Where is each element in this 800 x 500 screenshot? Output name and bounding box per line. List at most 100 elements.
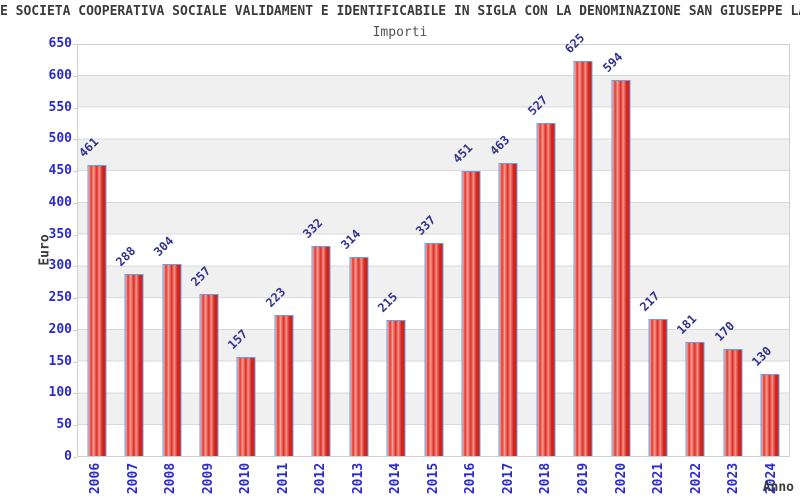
x-slot-2010: 2010	[227, 459, 265, 497]
bar-2010	[236, 356, 256, 456]
bar-value-label: 181	[674, 311, 700, 337]
y-tick-label: 0	[64, 449, 72, 464]
bar-2009	[199, 293, 219, 456]
x-slot-2011: 2011	[265, 459, 303, 497]
y-tick-label: 50	[56, 417, 72, 433]
x-slot-2014: 2014	[377, 459, 415, 497]
bar-slot-2006: 461	[75, 45, 115, 456]
x-tick-label: 2023	[726, 462, 742, 494]
y-axis-title: Euro	[37, 234, 53, 266]
bar-slot-2008: 304	[151, 45, 190, 456]
bar-value-label: 527	[524, 92, 551, 118]
y-tick-label: 600	[48, 67, 72, 83]
x-tick-label: 2020	[613, 462, 629, 494]
bar-2016	[461, 170, 481, 456]
y-tick-label: 350	[48, 226, 72, 242]
x-tick-label: 2008	[163, 462, 179, 494]
y-tick-label: 550	[48, 99, 72, 115]
y-tick-label: 200	[48, 321, 72, 337]
y-tick-label: 250	[48, 290, 72, 306]
x-tick-label: 2009	[200, 462, 216, 494]
bar-2017	[498, 163, 518, 456]
x-tick-label: 2015	[426, 462, 442, 494]
y-tick-mark	[73, 44, 77, 45]
y-tick-label: 500	[48, 131, 72, 147]
bar-2023	[723, 348, 743, 456]
y-tick-mark	[73, 139, 77, 141]
x-slot-2020: 2020	[602, 459, 640, 497]
bar-2022	[685, 341, 705, 456]
bar-slot-2017: 463	[487, 45, 527, 456]
x-tick-label: 2006	[88, 462, 104, 494]
y-tick-mark	[73, 266, 77, 268]
y-tick-mark	[73, 457, 77, 458]
y-tick-label: 450	[48, 163, 72, 179]
y-tick-mark	[73, 298, 77, 300]
y-tick-mark	[73, 329, 77, 331]
bar-value-label: 463	[487, 133, 513, 159]
x-slot-2009: 2009	[190, 459, 228, 497]
bar-2024	[760, 373, 780, 456]
x-tick-label: 2012	[313, 462, 329, 494]
bar-slot-2022: 181	[674, 45, 714, 456]
bar-slot-2021: 217	[637, 45, 676, 456]
bar-value-label: 257	[188, 263, 214, 289]
x-slot-2018: 2018	[527, 459, 565, 497]
y-tick-mark	[73, 393, 77, 395]
bar-slot-2011: 223	[262, 45, 302, 456]
y-tick-label: 300	[48, 258, 72, 274]
bar-value-label: 157	[225, 326, 251, 352]
bar-slot-2023: 170	[711, 45, 751, 456]
bar-value-label: 461	[75, 134, 102, 160]
bar-value-label: 594	[599, 50, 625, 76]
bar-value-label: 337	[412, 212, 438, 238]
bar-2011	[274, 315, 294, 456]
x-tick-label: 2007	[125, 462, 141, 494]
x-slot-2012: 2012	[302, 459, 340, 497]
bar-2006	[87, 164, 107, 456]
bar-2020	[611, 80, 631, 456]
bar-slot-2015: 337	[412, 45, 452, 456]
chart-title: E SOCIETA COOPERATIVA SOCIALE VALIDAMENT…	[0, 4, 800, 19]
y-tick-mark	[73, 75, 77, 77]
y-axis: 0 50 100 150 200 250 300 350 400 450 500 550 600 650	[0, 37, 77, 464]
y-tick-label: 650	[48, 36, 72, 51]
bar-2013	[349, 257, 369, 456]
y-tick-mark	[73, 171, 77, 173]
bar-slot-2014: 215	[375, 45, 414, 456]
x-slot-2008: 2008	[152, 459, 190, 497]
x-tick-label: 2016	[463, 462, 479, 494]
x-tick-label: 2013	[350, 462, 366, 494]
y-tick-mark	[73, 107, 77, 109]
y-tick-mark	[73, 202, 77, 204]
x-slot-2017: 2017	[490, 459, 528, 497]
bar-slot-2019: 625	[562, 31, 601, 456]
bar-slot-2012: 332	[300, 45, 340, 456]
bar-value-label: 170	[711, 318, 738, 344]
bar-slot-2016: 451	[450, 45, 489, 456]
bar-slot-2020: 594	[599, 45, 639, 456]
y-tick-label: 100	[48, 385, 72, 401]
x-tick-label: 2014	[388, 462, 404, 494]
bar-slot-2007: 288	[113, 45, 152, 456]
y-tick-mark	[73, 361, 77, 363]
bar-slot-2009: 257	[188, 45, 227, 456]
bar-value-label: 223	[262, 284, 289, 310]
bar-2021	[648, 318, 668, 456]
x-slot-2021: 2021	[640, 459, 678, 497]
bar-slot-2010: 157	[225, 45, 265, 456]
x-tick-label: 2022	[688, 462, 704, 494]
x-slot-2016: 2016	[452, 459, 490, 497]
bar-slot-2018: 527	[524, 45, 564, 456]
bar-value-label: 288	[113, 243, 139, 269]
bar-value-label: 332	[300, 215, 326, 242]
bar-2018	[536, 122, 556, 456]
bar-2007	[124, 273, 144, 456]
x-axis-title: Anno	[762, 480, 794, 495]
x-slot-2007: 2007	[115, 459, 153, 497]
x-tick-label: 2010	[238, 462, 254, 494]
bar-value-label: 451	[450, 140, 476, 166]
bar-value-label: 130	[749, 343, 775, 369]
x-tick-label: 2011	[275, 462, 291, 494]
